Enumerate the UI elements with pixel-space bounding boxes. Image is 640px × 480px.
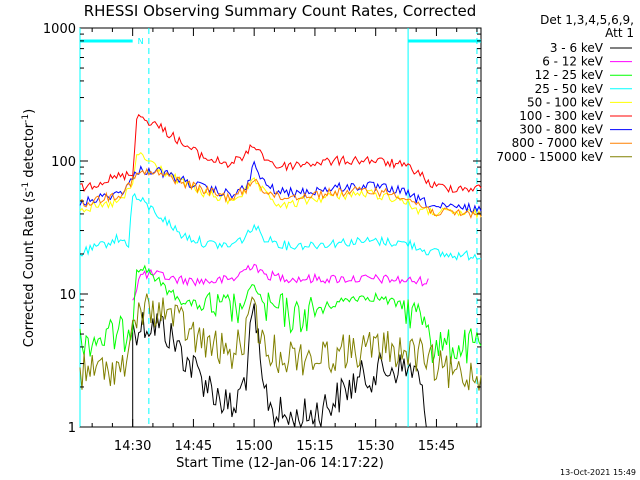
series-line-1 bbox=[132, 303, 429, 429]
y-axis-label-mid: detector bbox=[22, 122, 37, 182]
x-tick-label: 15:00 bbox=[235, 439, 272, 454]
chart-title: RHESSI Observing Summary Count Rates, Co… bbox=[84, 2, 477, 20]
legend-label-6: 100 - 300 keV bbox=[519, 109, 603, 123]
legend-label-4: 25 - 50 keV bbox=[535, 82, 604, 96]
footer-date: 13-Oct-2021 15:49 bbox=[560, 468, 636, 477]
x-axis-label: Start Time (12-Jan-06 14:17:22) bbox=[176, 456, 384, 471]
series-line-7 bbox=[79, 160, 482, 214]
series-layer bbox=[79, 113, 482, 429]
y-tick-label: 10 bbox=[59, 288, 76, 303]
y-axis: 1 10 100 1000 bbox=[43, 22, 481, 436]
y-tick-label: 1 bbox=[68, 421, 76, 436]
series-line-2 bbox=[132, 263, 429, 301]
legend-label-5: 50 - 100 keV bbox=[527, 95, 604, 109]
series-line-5 bbox=[79, 151, 482, 219]
x-tick-label: 15:15 bbox=[296, 439, 333, 454]
y-axis-label-sup2: -1 bbox=[21, 114, 31, 123]
legend-label-3: 12 - 25 keV bbox=[535, 68, 604, 82]
y-axis-label-end: ) bbox=[22, 109, 37, 114]
x-tick-label: 14:30 bbox=[114, 439, 151, 454]
x-axis: 14:30 14:45 15:00 15:15 15:30 15:45 bbox=[91, 28, 478, 454]
plot-frame bbox=[79, 27, 482, 428]
legend-label-7: 300 - 800 keV bbox=[519, 123, 603, 137]
legend-header-line2: Att 1 bbox=[605, 26, 634, 40]
series-line-4 bbox=[79, 192, 482, 261]
y-axis-label-sup1: -1 bbox=[21, 182, 31, 191]
legend-header-line1: Det 1,3,4,5,6,9, bbox=[540, 13, 634, 27]
legend-label-9: 7000 - 15000 keV bbox=[496, 150, 603, 164]
x-tick-label: 14:45 bbox=[175, 439, 212, 454]
night-and-marker-layer: N bbox=[79, 28, 481, 427]
legend-label-1: 3 - 6 keV bbox=[550, 41, 604, 55]
x-tick-label: 15:45 bbox=[418, 439, 455, 454]
x-tick-label: 15:30 bbox=[357, 439, 394, 454]
legend-label-8: 800 - 7000 keV bbox=[512, 136, 604, 150]
y-tick-label: 100 bbox=[51, 155, 76, 170]
night-label: N bbox=[138, 37, 144, 46]
series-line-3 bbox=[79, 264, 482, 365]
series-line-9 bbox=[79, 293, 482, 391]
y-axis-label-main: Corrected Count Rate (s bbox=[22, 191, 37, 348]
y-tick-label: 1000 bbox=[43, 22, 76, 37]
y-axis-label: Corrected Count Rate (s-1 detector-1) bbox=[21, 109, 37, 347]
legend-label-2: 6 - 12 keV bbox=[542, 55, 604, 69]
series-line-6 bbox=[79, 113, 482, 193]
series-line-8 bbox=[79, 167, 482, 219]
